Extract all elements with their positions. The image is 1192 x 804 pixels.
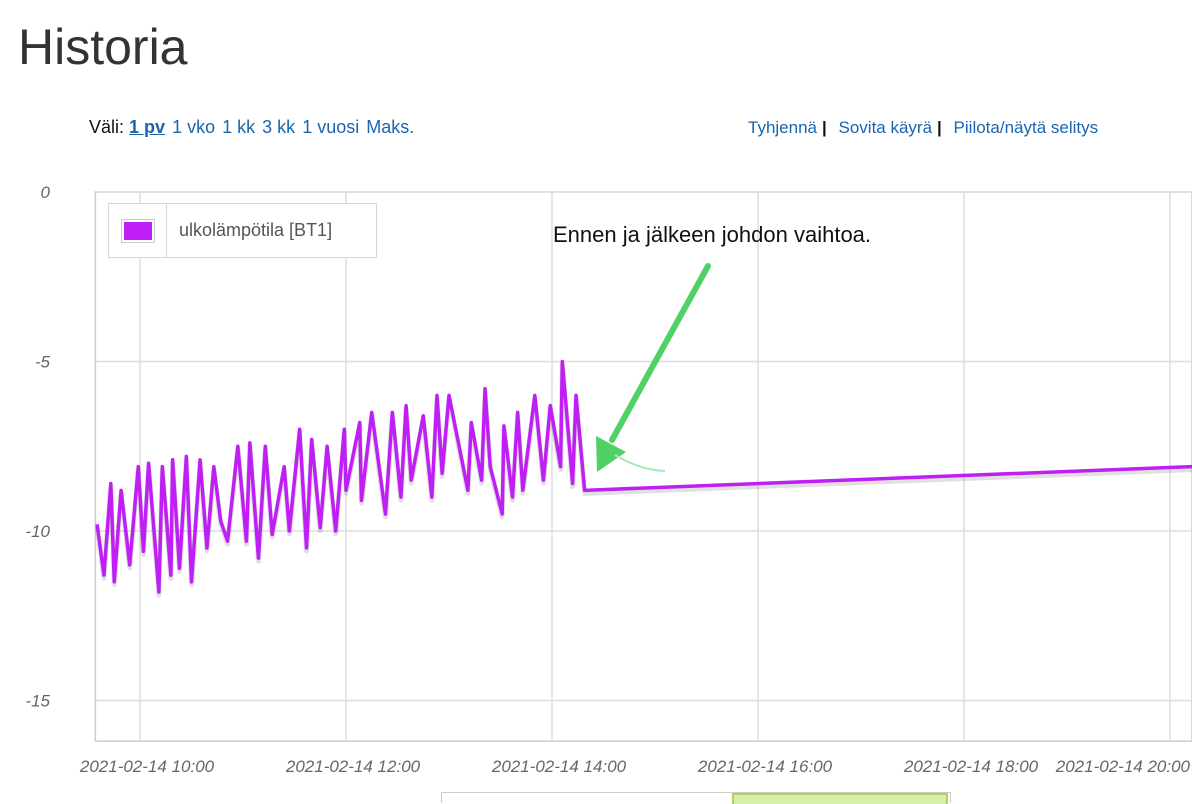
y-tick-label: -15 <box>25 692 50 711</box>
x-tick-label: 2021-02-14 16:00 <box>697 757 833 776</box>
x-tick-label: 2021-02-14 12:00 <box>285 757 421 776</box>
legend-label: ulkolämpötila [BT1] <box>179 220 333 240</box>
fit-curve-link[interactable]: Sovita käyrä <box>838 118 933 137</box>
annotation-text: Ennen ja jälkeen johdon vaihtoa. <box>553 222 872 247</box>
y-tick-label: -10 <box>25 522 50 541</box>
arrow-head-icon <box>596 436 626 472</box>
range-3-months[interactable]: 3 kk <box>262 117 296 137</box>
chart-legend[interactable]: ulkolämpötila [BT1] <box>108 203 377 258</box>
annotation-stroke <box>614 454 666 472</box>
navigator-window[interactable] <box>732 793 948 804</box>
y-tick-label: -5 <box>35 353 51 372</box>
range-label: Väli: <box>89 117 125 137</box>
range-navigator[interactable] <box>441 792 951 804</box>
range-max[interactable]: Maks. <box>366 117 415 137</box>
annotation-arrow <box>609 263 711 443</box>
temperature-chart[interactable]: 0 -5 -10 -15 2021-02-14 10:00 2021-02-14 12:0… <box>0 170 1192 780</box>
x-tick-label: 2021-02-14 10:00 <box>79 757 215 776</box>
x-tick-label: 2021-02-14 14:00 <box>491 757 627 776</box>
divider: | <box>822 118 827 137</box>
range-1-month[interactable]: 1 kk <box>222 117 256 137</box>
range-1-day[interactable]: 1 pv <box>129 117 166 137</box>
range-selector: Väli: 1 pv 1 vko 1 kk 3 kk 1 vuosi Maks. <box>89 117 416 138</box>
y-tick-label: 0 <box>41 183 51 202</box>
x-tick-label: 2021-02-14 20:00 <box>1055 757 1191 776</box>
range-1-week[interactable]: 1 vko <box>172 117 216 137</box>
toggle-legend-link[interactable]: Piilota/näytä selitys <box>953 118 1099 137</box>
legend-swatch <box>109 204 167 257</box>
clear-link[interactable]: Tyhjennä <box>748 118 817 137</box>
page-title: Historia <box>18 19 188 75</box>
divider: | <box>937 118 942 137</box>
chart-tools: Tyhjennä | Sovita käyrä | Piilota/näytä se… <box>748 118 1098 138</box>
range-1-year[interactable]: 1 vuosi <box>302 117 360 137</box>
x-tick-label: 2021-02-14 18:00 <box>903 757 1039 776</box>
